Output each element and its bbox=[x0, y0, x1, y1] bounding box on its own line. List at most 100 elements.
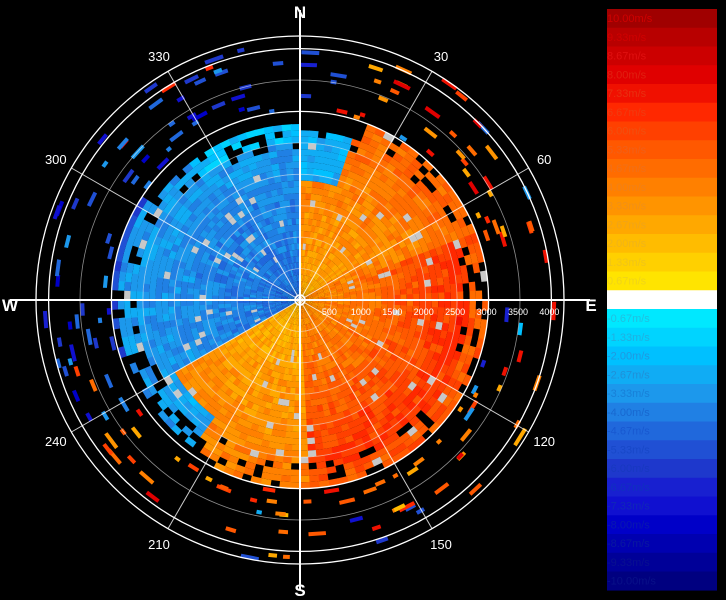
velocity-cell bbox=[447, 323, 456, 334]
velocity-cell bbox=[292, 289, 297, 296]
velocity-cell bbox=[279, 275, 285, 282]
velocity-cell bbox=[437, 284, 445, 294]
velocity-cell bbox=[219, 259, 228, 267]
velocity-cell bbox=[160, 254, 169, 265]
velocity-cell bbox=[277, 268, 283, 275]
velocity-cell bbox=[294, 305, 298, 312]
velocity-cell bbox=[344, 226, 353, 235]
legend-label: -8.67m/s bbox=[607, 538, 650, 550]
velocity-cell bbox=[368, 327, 377, 334]
velocity-cell bbox=[130, 290, 137, 300]
velocity-cell bbox=[316, 467, 328, 476]
velocity-cell bbox=[350, 239, 359, 247]
velocity-cell bbox=[269, 250, 276, 258]
velocity-cell bbox=[133, 216, 144, 229]
velocity-cell bbox=[250, 344, 258, 352]
velocity-cell bbox=[272, 195, 280, 203]
velocity-cell bbox=[352, 262, 361, 269]
velocity-cell bbox=[420, 347, 430, 357]
velocity-cell bbox=[431, 285, 439, 294]
velocity-cell bbox=[172, 331, 181, 341]
velocity-cell bbox=[193, 162, 205, 173]
velocity-cell bbox=[244, 268, 252, 275]
velocity-cell bbox=[343, 333, 351, 340]
outer-echo-cell bbox=[55, 358, 62, 369]
velocity-cell bbox=[250, 286, 258, 291]
velocity-cell bbox=[331, 337, 338, 345]
velocity-cell bbox=[293, 237, 298, 244]
velocity-cell bbox=[272, 364, 279, 372]
outer-echo-cell bbox=[187, 462, 200, 473]
outer-echo-cell bbox=[371, 524, 382, 532]
velocity-cell bbox=[250, 304, 257, 308]
velocity-cell bbox=[353, 340, 361, 348]
velocity-cell bbox=[230, 327, 239, 335]
velocity-cell bbox=[432, 238, 442, 249]
velocity-cell bbox=[257, 250, 265, 258]
velocity-cell bbox=[294, 343, 298, 351]
velocity-cell bbox=[335, 342, 343, 350]
velocity-cell bbox=[118, 317, 127, 329]
velocity-cell bbox=[261, 472, 273, 480]
velocity-cell bbox=[212, 303, 219, 310]
velocity-cell bbox=[160, 335, 169, 345]
velocity-cell bbox=[301, 306, 304, 313]
velocity-cell bbox=[262, 292, 270, 296]
legend-label: -6.00m/s bbox=[607, 463, 650, 475]
velocity-cell bbox=[319, 314, 326, 320]
velocity-cell bbox=[340, 327, 348, 334]
velocity-cell bbox=[319, 371, 326, 379]
velocity-cell bbox=[391, 274, 399, 281]
velocity-cell bbox=[281, 334, 287, 342]
velocity-cell bbox=[314, 311, 321, 316]
velocity-cell bbox=[307, 450, 317, 457]
velocity-cell bbox=[441, 322, 449, 333]
velocity-cell bbox=[393, 261, 402, 270]
velocity-cell bbox=[435, 245, 444, 256]
velocity-cell bbox=[412, 287, 420, 295]
velocity-cell bbox=[244, 307, 251, 312]
velocity-cell bbox=[303, 331, 306, 338]
velocity-cell bbox=[411, 254, 420, 264]
velocity-cell bbox=[387, 300, 395, 306]
velocity-cell bbox=[313, 282, 319, 288]
azimuth-label: 240 bbox=[45, 434, 67, 449]
velocity-cell bbox=[233, 344, 242, 352]
outer-echo-cell bbox=[470, 384, 479, 395]
velocity-cell bbox=[359, 316, 367, 322]
velocity-cell bbox=[319, 423, 328, 431]
velocity-cell bbox=[315, 398, 323, 406]
velocity-cell bbox=[288, 302, 295, 306]
velocity-cell bbox=[305, 292, 311, 297]
outer-echo-cell bbox=[323, 487, 340, 494]
velocity-cell bbox=[455, 228, 465, 240]
velocity-cell bbox=[292, 155, 301, 162]
velocity-cell bbox=[314, 392, 321, 400]
velocity-cell bbox=[275, 293, 282, 297]
velocity-cell bbox=[261, 359, 269, 368]
velocity-cell bbox=[436, 381, 447, 394]
velocity-cell bbox=[304, 304, 310, 309]
legend-label: 7.33m/s bbox=[607, 88, 647, 100]
velocity-cell bbox=[333, 258, 341, 265]
velocity-cell bbox=[315, 346, 321, 354]
velocity-cell bbox=[281, 312, 287, 318]
velocity-cell bbox=[329, 288, 337, 292]
velocity-cell bbox=[285, 315, 290, 322]
legend-swatch bbox=[607, 271, 717, 291]
velocity-cell bbox=[312, 281, 318, 287]
velocity-cell bbox=[288, 310, 294, 316]
velocity-cell bbox=[284, 431, 294, 439]
velocity-cell bbox=[329, 286, 336, 291]
velocity-cell bbox=[300, 149, 309, 156]
velocity-cell bbox=[294, 387, 300, 395]
velocity-cell bbox=[321, 441, 332, 450]
velocity-cell bbox=[293, 256, 297, 263]
velocity-cell bbox=[305, 349, 309, 357]
velocity-cell bbox=[280, 468, 292, 476]
velocity-cell bbox=[240, 317, 248, 323]
velocity-cell bbox=[281, 181, 289, 189]
velocity-cell bbox=[239, 252, 247, 260]
legend-label: -8.00m/s bbox=[607, 519, 650, 531]
velocity-cell bbox=[449, 231, 459, 243]
